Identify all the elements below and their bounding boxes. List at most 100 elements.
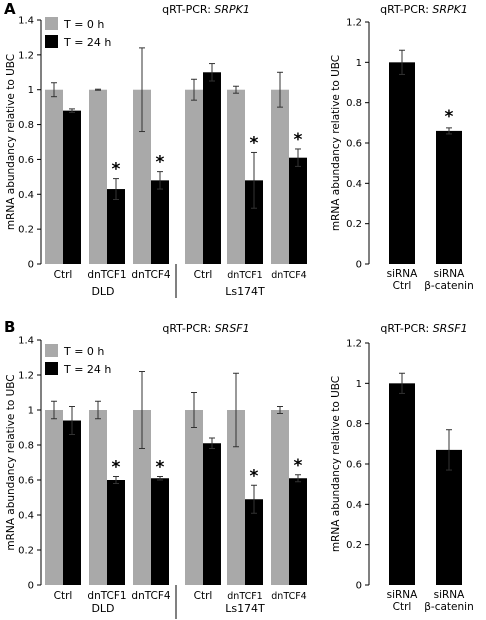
bar-t24-a-left-1 [107, 189, 125, 264]
y-tick-label-a-left-3: 0.6 [18, 155, 34, 166]
y-tick-label-b-left-0: 0 [28, 581, 34, 592]
y-tick-label-a-left-1: 0.2 [18, 225, 34, 236]
group-label-ls174t-a: Ls174T [225, 285, 265, 298]
bar-t0-a-left-3 [185, 89, 203, 264]
bar-t0-b-left-3 [185, 410, 203, 585]
legend-swatch-t0-b [45, 344, 58, 357]
x-tick-label-a-left-3: Ctrl [194, 269, 213, 281]
y-tick-label-a-left-5: 1 [28, 85, 34, 96]
bar-t24-a-left-3 [203, 72, 221, 265]
bar-t0-a-left-0 [45, 89, 63, 264]
legend-b: T = 0 h T = 24 h [45, 344, 111, 376]
x-tick-label-b-right-1-line2: β-catenin [424, 601, 474, 613]
y-tick-label-b-left-1: 0.2 [18, 546, 34, 557]
chart-a-right: 0 0.2 0.4 0.6 0.8 1 1.2 mRNA abundancy relative… [330, 18, 474, 293]
chart-b-right: 0 0.2 0.4 0.6 0.8 1 1.2 mRNA abundancy relative… [330, 339, 474, 614]
legend-label-t0-a: T = 0 h [63, 18, 104, 31]
x-tick-label-a-left-0: Ctrl [54, 269, 73, 281]
bar-b-right-1 [436, 449, 462, 585]
y-tick-label-a-left-2: 0.4 [18, 190, 34, 201]
x-tick-label-b-left-3: Ctrl [194, 590, 213, 602]
significance-star-a-left-1: * [112, 160, 121, 180]
y-tick-label-a-right-5: 1 [356, 58, 362, 69]
bar-t24-a-left-5 [289, 157, 307, 264]
bar-t0-b-left-1 [89, 410, 107, 585]
significance-star-a-left-5: * [294, 130, 303, 150]
bar-t24-b-left-2 [151, 478, 169, 585]
bar-t0-a-left-2 [133, 89, 151, 264]
bar-t24-b-left-1 [107, 480, 125, 585]
y-tick-label-b-right-3: 0.6 [346, 460, 362, 471]
significance-star-a-left-2: * [156, 153, 165, 173]
x-tick-label-a-right-0-line1: siRNA [387, 268, 419, 280]
bar-t0-a-left-4 [227, 89, 245, 264]
x-tick-label-a-left-2: dnTCF4 [131, 269, 170, 281]
significance-star-a-right-1: * [445, 107, 454, 127]
y-tick-label-a-right-4: 0.8 [346, 98, 362, 109]
bar-t24-b-left-5 [289, 478, 307, 585]
legend-label-t24-a: T = 24 h [63, 36, 111, 49]
bar-t0-a-left-1 [89, 89, 107, 264]
bar-a-right-1 [436, 130, 462, 264]
y-tick-label-a-left-7: 1.4 [18, 16, 34, 27]
panel-b: B qRT-PCR: SRSF1 qRT-PCR: SRSF1 T = 0 h … [4, 318, 474, 619]
x-tick-label-b-left-4: dnTCF1 [227, 591, 262, 602]
bar-t24-a-left-0 [63, 110, 81, 264]
y-tick-label-a-left-6: 1.2 [18, 50, 34, 61]
y-tick-label-b-right-5: 1 [356, 379, 362, 390]
chart-a-left: 0 0.2 0.4 0.6 0.8 1 1.2 1.4 mRNA abundancy relat… [5, 16, 307, 298]
x-tick-label-b-left-1: dnTCF1 [87, 590, 126, 602]
y-axis-label-a-left: mRNA abundancy relative to UBC [5, 54, 17, 230]
bar-t0-a-left-5 [271, 89, 289, 264]
panel-letter-b: B [4, 318, 15, 336]
y-tick-label-b-left-7: 1.4 [18, 336, 34, 347]
x-tick-label-a-right-1-line2: β-catenin [424, 280, 474, 292]
bar-b-right-0 [389, 383, 415, 585]
y-tick-label-b-left-2: 0.4 [18, 511, 34, 522]
x-tick-label-a-left-1: dnTCF1 [87, 269, 126, 281]
y-axis-label-b-left: mRNA abundancy relative to UBC [5, 374, 17, 550]
y-tick-label-b-right-2: 0.4 [346, 500, 362, 511]
x-tick-label-a-left-5: dnTCF4 [271, 270, 306, 281]
y-tick-label-b-left-4: 0.8 [18, 441, 34, 452]
bar-t0-b-left-2 [133, 410, 151, 585]
bar-t0-b-left-5 [271, 410, 289, 585]
y-tick-label-b-right-6: 1.2 [346, 339, 362, 350]
legend-label-t24-b: T = 24 h [63, 363, 111, 376]
y-axis-label-a-right: mRNA abundancy relative to UBC [330, 55, 342, 231]
y-tick-label-a-right-1: 0.2 [346, 219, 362, 230]
bar-t0-b-left-0 [45, 410, 63, 585]
group-label-ls174t-b: Ls174T [225, 602, 265, 615]
bar-a-right-0 [389, 62, 415, 265]
x-tick-label-a-right-0-line2: Ctrl [393, 280, 412, 292]
x-tick-label-b-right-0-line1: siRNA [387, 589, 419, 601]
right-chart-title-a: qRT-PCR: SRPK1 [380, 3, 468, 16]
x-tick-label-a-left-4: dnTCF1 [227, 270, 262, 281]
y-tick-label-a-right-3: 0.6 [346, 139, 362, 150]
left-chart-title-a: qRT-PCR: SRPK1 [162, 3, 250, 16]
y-tick-label-b-left-3: 0.6 [18, 476, 34, 487]
bar-t24-b-left-4 [245, 499, 263, 585]
y-tick-label-b-left-6: 1.2 [18, 371, 34, 382]
right-chart-title-b: qRT-PCR: SRSF1 [380, 322, 467, 335]
group-label-dld-b: DLD [91, 602, 114, 615]
y-tick-label-a-right-0: 0 [356, 260, 362, 271]
bar-t24-b-left-0 [63, 420, 81, 585]
y-tick-label-a-left-0: 0 [28, 260, 34, 271]
legend-swatch-t0-a [45, 17, 58, 30]
panel-a: A qRT-PCR: SRPK1 qRT-PCR: SRPK1 T = 0 h … [4, 0, 474, 298]
bar-t24-a-left-4 [245, 180, 263, 264]
y-tick-label-b-right-0: 0 [356, 581, 362, 592]
significance-star-a-left-4: * [250, 133, 259, 153]
legend-label-t0-b: T = 0 h [63, 345, 104, 358]
y-tick-label-b-right-1: 0.2 [346, 540, 362, 551]
y-tick-label-a-left-4: 0.8 [18, 120, 34, 131]
significance-star-b-left-2: * [156, 458, 165, 478]
x-tick-label-b-right-1-line1: siRNA [434, 589, 466, 601]
legend-a: T = 0 h T = 24 h [45, 17, 111, 49]
x-tick-label-b-left-0: Ctrl [54, 590, 73, 602]
y-tick-label-a-right-6: 1.2 [346, 18, 362, 29]
y-axis-label-b-right: mRNA abundancy relative to UBC [330, 376, 342, 552]
group-label-dld-a: DLD [91, 285, 114, 298]
legend-swatch-t24-a [45, 35, 58, 48]
